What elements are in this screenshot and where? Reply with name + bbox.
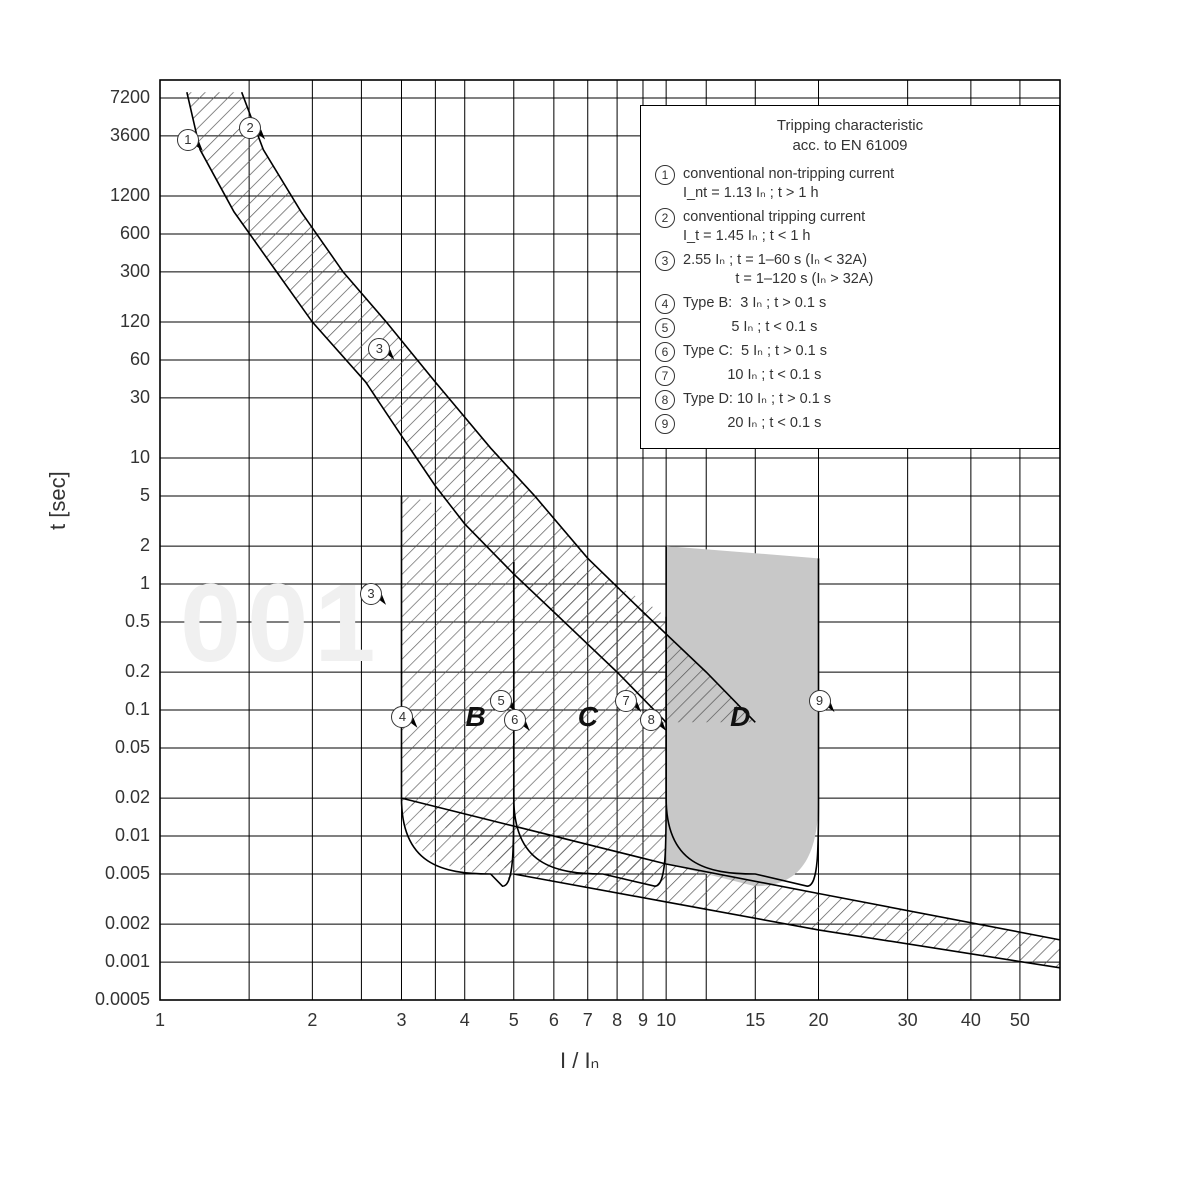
legend-text: 20 Iₙ ; t < 0.1 s	[683, 414, 821, 434]
zone-label-C: C	[578, 701, 598, 733]
legend-text: 10 Iₙ ; t < 0.1 s	[683, 366, 821, 386]
x-tick: 10	[656, 1010, 676, 1031]
x-tick: 6	[549, 1010, 559, 1031]
x-tick: 1	[155, 1010, 165, 1031]
legend-item-9: 9 20 Iₙ ; t < 0.1 s	[655, 414, 1045, 434]
y-tick: 1200	[80, 185, 150, 206]
y-tick: 5	[80, 485, 150, 506]
legend-text: 2.55 Iₙ ; t = 1–60 s (Iₙ < 32A) t = 1–12…	[683, 251, 873, 290]
y-tick: 1	[80, 573, 150, 594]
x-tick: 5	[509, 1010, 519, 1031]
legend-title-1: Tripping characteristic	[777, 117, 923, 134]
legend-box: Tripping characteristic acc. to EN 61009…	[640, 105, 1060, 449]
y-tick: 0.0005	[80, 989, 150, 1010]
marker-6: 6	[504, 709, 526, 731]
legend-num-icon: 3	[655, 251, 675, 271]
legend-text: 5 Iₙ ; t < 0.1 s	[683, 318, 817, 338]
legend-num-icon: 7	[655, 366, 675, 386]
y-tick: 2	[80, 535, 150, 556]
x-tick: 3	[396, 1010, 406, 1031]
legend-num-icon: 5	[655, 318, 675, 338]
legend-item-1: 1 conventional non-tripping currentI_nt =…	[655, 165, 1045, 204]
legend-num-icon: 1	[655, 165, 675, 185]
zone-label-B: B	[465, 701, 485, 733]
chart-canvas: 001 t [sec] I / Iₙ 0.00050.0010.0020.005…	[0, 0, 1200, 1200]
legend-num-icon: 9	[655, 414, 675, 434]
legend-num-icon: 4	[655, 294, 675, 314]
legend-text: Type B: 3 Iₙ ; t > 0.1 s	[683, 294, 826, 314]
legend-num-icon: 2	[655, 208, 675, 228]
x-tick: 2	[307, 1010, 317, 1031]
y-tick: 60	[80, 349, 150, 370]
legend-num-icon: 8	[655, 390, 675, 410]
legend-text: Type D: 10 Iₙ ; t > 0.1 s	[683, 390, 831, 410]
x-tick: 8	[612, 1010, 622, 1031]
x-tick: 40	[961, 1010, 981, 1031]
legend-num-icon: 6	[655, 342, 675, 362]
y-tick: 120	[80, 311, 150, 332]
legend-item-5: 5 5 Iₙ ; t < 0.1 s	[655, 318, 1045, 338]
y-tick: 10	[80, 447, 150, 468]
x-tick: 15	[745, 1010, 765, 1031]
legend-item-7: 7 10 Iₙ ; t < 0.1 s	[655, 366, 1045, 386]
y-tick: 0.02	[80, 787, 150, 808]
x-tick: 9	[638, 1010, 648, 1031]
legend-item-2: 2 conventional tripping currentI_t = 1.45…	[655, 208, 1045, 247]
x-tick: 20	[808, 1010, 828, 1031]
legend-item-6: 6 Type C: 5 Iₙ ; t > 0.1 s	[655, 342, 1045, 362]
marker-1: 1	[177, 129, 199, 151]
x-tick: 50	[1010, 1010, 1030, 1031]
y-tick: 0.001	[80, 951, 150, 972]
y-tick: 0.002	[80, 913, 150, 934]
marker-3: 3	[360, 583, 382, 605]
y-tick: 3600	[80, 125, 150, 146]
legend-text: conventional tripping currentI_t = 1.45 …	[683, 208, 865, 247]
y-tick: 30	[80, 387, 150, 408]
y-axis-label: t [sec]	[45, 471, 71, 530]
y-tick: 0.5	[80, 611, 150, 632]
zone-label-D: D	[730, 701, 750, 733]
legend-title-2: acc. to EN 61009	[792, 137, 907, 154]
legend-item-4: 4 Type B: 3 Iₙ ; t > 0.1 s	[655, 294, 1045, 314]
y-tick: 0.005	[80, 863, 150, 884]
legend-item-8: 8 Type D: 10 Iₙ ; t > 0.1 s	[655, 390, 1045, 410]
legend-text: Type C: 5 Iₙ ; t > 0.1 s	[683, 342, 827, 362]
legend-item-3: 3 2.55 Iₙ ; t = 1–60 s (Iₙ < 32A) t = 1–1…	[655, 251, 1045, 290]
legend-text: conventional non-tripping currentI_nt = …	[683, 165, 894, 204]
y-tick: 0.05	[80, 737, 150, 758]
x-tick: 4	[460, 1010, 470, 1031]
x-tick: 7	[583, 1010, 593, 1031]
x-axis-label: I / Iₙ	[560, 1048, 599, 1074]
y-tick: 300	[80, 261, 150, 282]
y-tick: 0.2	[80, 661, 150, 682]
y-tick: 0.1	[80, 699, 150, 720]
y-tick: 7200	[80, 87, 150, 108]
marker-9: 9	[809, 690, 831, 712]
marker-8: 8	[640, 709, 662, 731]
y-tick: 600	[80, 223, 150, 244]
marker-3: 3	[368, 338, 390, 360]
x-tick: 30	[898, 1010, 918, 1031]
y-tick: 0.01	[80, 825, 150, 846]
